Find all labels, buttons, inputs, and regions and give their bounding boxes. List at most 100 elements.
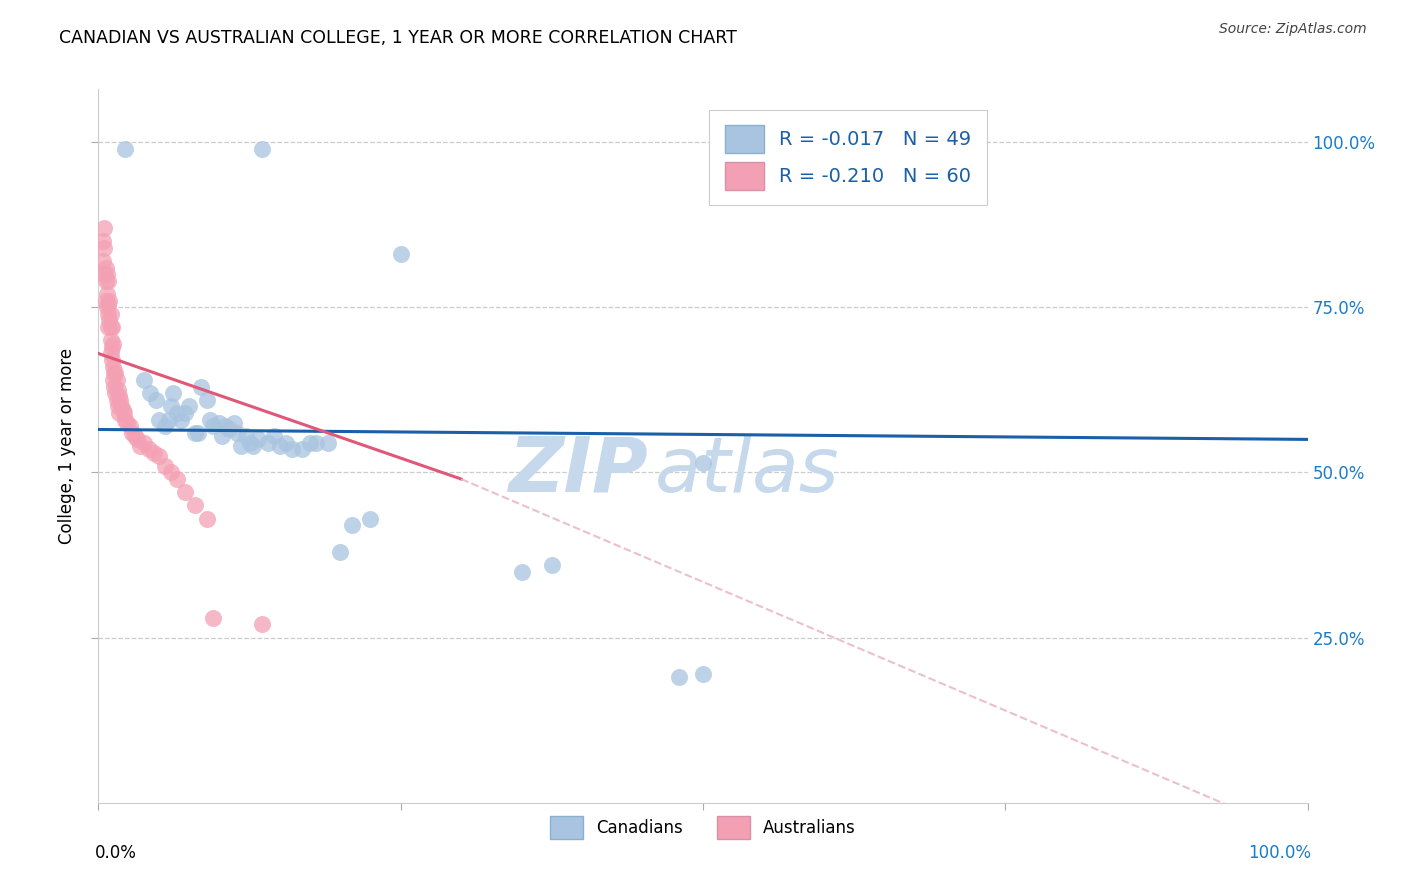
Point — [114, 412, 136, 426]
Point — [160, 400, 183, 414]
Text: 0.0%: 0.0% — [94, 844, 136, 863]
Text: ZIP: ZIP — [509, 434, 648, 508]
Point — [98, 293, 121, 308]
Point — [360, 511, 382, 525]
Point — [218, 422, 240, 436]
Point — [105, 392, 128, 407]
Point — [148, 412, 170, 426]
Text: atlas: atlas — [655, 434, 839, 508]
Point — [166, 406, 188, 420]
Point — [692, 456, 714, 470]
Point — [540, 558, 562, 572]
Point — [97, 307, 120, 321]
Point — [242, 439, 264, 453]
Point — [101, 373, 124, 387]
Point — [184, 425, 207, 440]
Point — [96, 287, 118, 301]
Point — [329, 545, 352, 559]
Point — [250, 617, 273, 632]
Point — [269, 439, 291, 453]
Point — [195, 392, 218, 407]
Point — [316, 435, 339, 450]
Point — [510, 565, 533, 579]
Point — [93, 221, 115, 235]
Point — [256, 435, 278, 450]
Point — [305, 435, 328, 450]
Point — [198, 412, 221, 426]
Point — [222, 416, 245, 430]
Point — [100, 340, 122, 354]
Point — [389, 247, 412, 261]
Point — [91, 254, 114, 268]
Point — [208, 416, 231, 430]
Point — [226, 425, 249, 440]
Point — [96, 267, 118, 281]
Point — [111, 402, 134, 417]
Point — [118, 419, 141, 434]
Point — [169, 412, 191, 426]
Point — [128, 439, 150, 453]
Point — [143, 445, 166, 459]
Text: CANADIAN VS AUSTRALIAN COLLEGE, 1 YEAR OR MORE CORRELATION CHART: CANADIAN VS AUSTRALIAN COLLEGE, 1 YEAR O… — [59, 29, 737, 46]
Point — [110, 400, 132, 414]
Text: Source: ZipAtlas.com: Source: ZipAtlas.com — [1219, 22, 1367, 37]
Point — [214, 419, 236, 434]
Point — [274, 435, 297, 450]
Point — [247, 433, 270, 447]
Point — [145, 392, 167, 407]
Point — [97, 320, 120, 334]
Point — [97, 297, 120, 311]
Point — [127, 433, 149, 447]
Point — [108, 389, 131, 403]
Legend: Canadians, Australians: Canadians, Australians — [543, 809, 863, 846]
Point — [121, 425, 143, 440]
Point — [148, 449, 170, 463]
Point — [101, 359, 124, 374]
Point — [281, 442, 304, 457]
Point — [157, 412, 180, 426]
Point — [100, 307, 122, 321]
Point — [202, 419, 225, 434]
Point — [250, 142, 273, 156]
Point — [107, 400, 129, 414]
Point — [103, 367, 125, 381]
Point — [97, 274, 120, 288]
Point — [229, 439, 252, 453]
Point — [100, 333, 122, 347]
Point — [124, 429, 146, 443]
Point — [100, 320, 122, 334]
Point — [187, 425, 209, 440]
Point — [211, 429, 233, 443]
Point — [104, 386, 127, 401]
Point — [91, 234, 114, 248]
Point — [342, 518, 364, 533]
Point — [134, 435, 156, 450]
Point — [239, 435, 262, 450]
Point — [103, 379, 125, 393]
Point — [195, 511, 218, 525]
Point — [138, 442, 160, 457]
Point — [162, 386, 184, 401]
Point — [153, 458, 176, 473]
Point — [94, 274, 117, 288]
Point — [101, 336, 124, 351]
Point — [114, 142, 136, 156]
Point — [96, 300, 118, 314]
Point — [166, 472, 188, 486]
Point — [98, 313, 121, 327]
Point — [105, 373, 128, 387]
Point — [108, 392, 131, 407]
Point — [93, 241, 115, 255]
Point — [100, 320, 122, 334]
Point — [263, 429, 285, 443]
Point — [184, 499, 207, 513]
Point — [108, 406, 131, 420]
Point — [93, 267, 115, 281]
Point — [202, 611, 225, 625]
Point — [100, 346, 122, 360]
Point — [104, 367, 127, 381]
Point — [668, 670, 690, 684]
Point — [107, 383, 129, 397]
Point — [179, 400, 201, 414]
Point — [190, 379, 212, 393]
